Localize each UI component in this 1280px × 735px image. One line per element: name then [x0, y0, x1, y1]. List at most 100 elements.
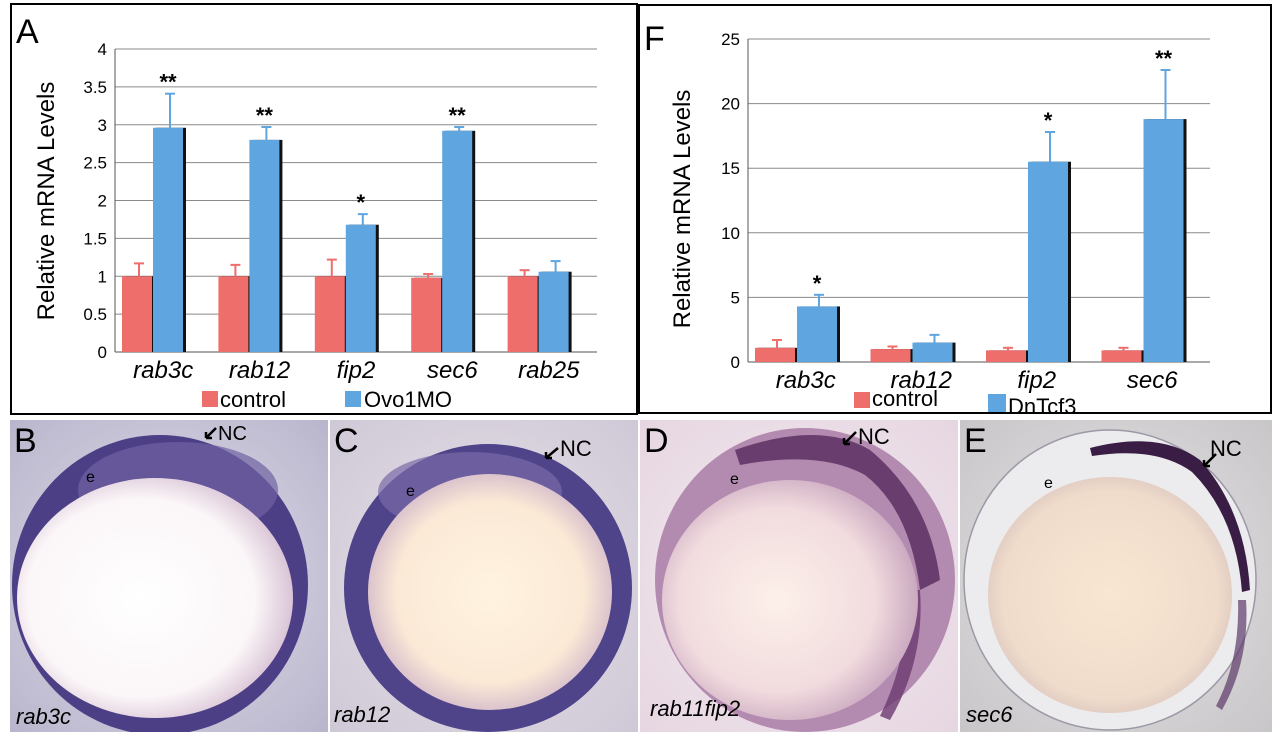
bar: [912, 342, 953, 362]
bar: [314, 276, 345, 352]
error-bars: [134, 92, 561, 278]
significance-mark: *: [813, 271, 822, 296]
bar: [411, 277, 442, 352]
y-tick-label: 1: [98, 267, 107, 286]
bar: [538, 271, 569, 352]
significance-mark: **: [1155, 46, 1173, 71]
embryo-image-d: NC e D rab11fip2: [640, 420, 958, 732]
bar: [1143, 119, 1184, 362]
legend-swatch-control: [202, 391, 218, 407]
y-ticks: 0 0.5 1 1.5 2 2.5 3 3.5 4: [83, 40, 107, 362]
gene-label: rab12: [334, 702, 390, 727]
embryo-image-c: NC e C rab12: [330, 420, 638, 732]
bar: [507, 276, 538, 352]
error-bars: [772, 69, 1171, 351]
arrow-icon: [544, 447, 559, 460]
y-ticks: 0 5 10 15 20 25: [721, 30, 740, 372]
y-tick-label: 3.5: [83, 78, 107, 97]
category-label: rab3c: [133, 357, 193, 384]
significance-marks: *******: [159, 70, 466, 215]
bar: [986, 350, 1026, 362]
bar: [218, 276, 249, 352]
legend-label-treatment: DnTcf3: [1008, 394, 1076, 414]
legend: control DnTcf3: [854, 386, 1076, 414]
y-tick-label: 0: [731, 353, 740, 372]
gene-label: sec6: [966, 702, 1013, 727]
yolk: [17, 478, 293, 718]
significance-mark: **: [256, 103, 274, 128]
bar: [1101, 350, 1142, 362]
embryo-image-b: NC e B rab3c: [10, 420, 328, 732]
gene-label: rab11fip2: [650, 696, 740, 721]
gene-label: rab3c: [16, 704, 71, 729]
legend-label-treatment: Ovo1MO: [364, 387, 452, 412]
nc-label: NC: [1210, 436, 1242, 461]
y-axis-label: Relative mRNA Levels: [669, 90, 696, 329]
y-tick-label: 25: [721, 30, 740, 49]
y-tick-label: 1.5: [83, 229, 107, 248]
legend-label-control: control: [872, 386, 938, 411]
grid: [747, 38, 1210, 363]
panel-letter: D: [644, 422, 669, 460]
panel-letter: F: [644, 20, 665, 58]
legend-swatch-treatment: [988, 394, 1006, 412]
y-tick-label: 2.5: [83, 154, 107, 173]
bars: [122, 127, 572, 352]
bar: [1028, 161, 1068, 362]
category-label: rab12: [891, 367, 952, 394]
eye-label: e: [1044, 475, 1053, 492]
y-tick-label: 10: [721, 224, 740, 243]
panel-letter: E: [964, 422, 987, 460]
x-categories: rab3c rab12 fip2 sec6 rab25: [133, 357, 580, 384]
category-label: rab3c: [776, 367, 836, 394]
significance-mark: *: [357, 190, 366, 215]
yolk: [988, 477, 1232, 713]
nc-label: NC: [560, 436, 592, 461]
x-categories: rab3c rab12 fip2 sec6: [776, 367, 1179, 394]
nc-label: NC: [218, 423, 247, 445]
category-label: rab12: [229, 357, 290, 384]
bar: [870, 349, 911, 362]
embryo-image-e: NC e E sec6: [960, 420, 1272, 732]
arrow-icon: [204, 427, 217, 440]
nc-label: NC: [858, 424, 890, 449]
significance-marks: ****: [813, 46, 1173, 296]
y-tick-label: 3: [98, 116, 107, 135]
bar: [442, 130, 473, 352]
significance-mark: *: [1044, 108, 1053, 133]
chart-a: A Relative mRNA Levels 0 0.5 1 1.5 2 2.5 3 3.5 4…: [10, 3, 638, 415]
category-label: fip2: [337, 357, 376, 384]
eye-label: e: [86, 469, 95, 486]
y-tick-label: 20: [721, 95, 740, 114]
legend-swatch-control: [854, 392, 870, 408]
bar: [755, 347, 795, 362]
panel-letter: A: [16, 13, 39, 51]
arrow-icon: [1202, 453, 1217, 468]
arrow-icon: [842, 431, 857, 446]
legend-label-control: control: [220, 387, 286, 412]
category-label: sec6: [1127, 367, 1178, 394]
y-tick-label: 0: [98, 343, 107, 362]
panel-letter: B: [14, 422, 37, 460]
bar: [249, 139, 280, 352]
yolk: [368, 474, 612, 710]
yolk: [662, 480, 918, 720]
significance-mark: **: [159, 70, 177, 95]
category-label: sec6: [427, 357, 478, 384]
significance-mark: **: [449, 103, 467, 128]
category-label: rab25: [518, 357, 580, 384]
eye-label: e: [406, 483, 415, 500]
panel-letter: C: [334, 422, 359, 460]
y-tick-label: 15: [721, 159, 740, 178]
y-tick-label: 5: [731, 288, 740, 307]
bar: [122, 276, 152, 352]
y-tick-label: 4: [98, 40, 107, 59]
legend-swatch-treatment: [345, 391, 361, 407]
bar: [153, 127, 183, 352]
y-tick-label: 2: [98, 192, 107, 211]
eye-label: e: [730, 471, 739, 488]
legend: control Ovo1MO: [202, 387, 452, 412]
bars: [755, 119, 1187, 362]
bar: [345, 224, 376, 352]
